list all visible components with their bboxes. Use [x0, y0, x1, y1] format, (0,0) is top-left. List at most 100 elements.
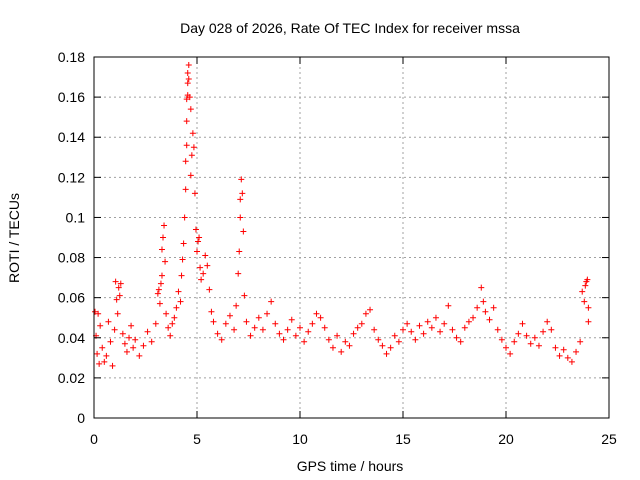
- x-tick-label: 25: [601, 431, 617, 447]
- data-point: [239, 190, 246, 197]
- data-point: [126, 334, 133, 341]
- data-point: [498, 336, 505, 343]
- data-point: [584, 276, 591, 283]
- data-point: [342, 338, 349, 345]
- data-point: [424, 318, 431, 325]
- data-point: [284, 326, 291, 333]
- data-point: [482, 308, 489, 315]
- data-point: [113, 296, 120, 303]
- data-point: [346, 342, 353, 349]
- plot-frame: [93, 56, 610, 419]
- data-point: [581, 298, 588, 305]
- data-point: [523, 332, 530, 339]
- x-axis-label: GPS time / hours: [297, 458, 404, 474]
- data-point: [115, 284, 122, 291]
- data-point: [264, 310, 271, 317]
- data-point: [179, 256, 186, 263]
- data-point: [130, 344, 137, 351]
- x-tick-label: 10: [292, 431, 308, 447]
- data-point: [185, 76, 192, 83]
- data-point: [540, 328, 547, 335]
- data-point: [478, 284, 485, 291]
- data-point: [191, 190, 198, 197]
- data-point: [527, 340, 534, 347]
- data-point: [243, 318, 250, 325]
- data-point: [123, 348, 130, 355]
- data-point: [117, 280, 124, 287]
- data-point: [182, 158, 189, 165]
- data-point: [383, 350, 390, 357]
- data-point: [103, 352, 110, 359]
- grid-lines: [94, 57, 609, 418]
- data-point: [371, 326, 378, 333]
- data-point: [313, 310, 320, 317]
- data-point: [297, 324, 303, 331]
- data-point: [105, 318, 112, 325]
- y-tick-label: 0.02: [58, 370, 85, 386]
- data-point: [480, 298, 487, 305]
- data-point: [180, 240, 187, 247]
- data-point: [163, 310, 170, 317]
- data-point: [556, 352, 563, 359]
- data-point: [152, 320, 159, 327]
- data-point: [375, 336, 382, 343]
- data-point: [531, 334, 538, 341]
- data-point: [158, 246, 165, 253]
- data-point: [188, 152, 195, 159]
- data-point: [573, 348, 580, 355]
- data-point: [157, 280, 164, 287]
- data-point: [494, 326, 501, 333]
- data-point: [128, 322, 135, 329]
- data-point: [92, 308, 99, 315]
- data-point: [247, 332, 254, 339]
- data-point: [387, 344, 394, 351]
- data-point: [503, 344, 509, 351]
- data-point: [178, 272, 185, 279]
- y-tick-label: 0.06: [58, 290, 85, 306]
- data-point: [233, 302, 240, 309]
- data-point: [96, 360, 103, 367]
- data-point: [99, 344, 106, 351]
- y-tick-label: 0.18: [58, 49, 85, 65]
- data-point: [515, 330, 522, 337]
- data-point: [474, 304, 481, 311]
- data-point: [358, 320, 365, 327]
- data-point: [251, 324, 258, 331]
- data-point: [158, 272, 165, 279]
- data-point: [200, 270, 207, 277]
- data-point: [272, 320, 279, 327]
- data-point: [391, 332, 398, 339]
- data-point: [432, 314, 439, 321]
- data-point: [408, 328, 415, 335]
- data-point: [560, 346, 567, 353]
- data-point: [156, 300, 163, 307]
- data-point: [486, 316, 493, 323]
- data-point: [579, 288, 586, 295]
- data-point: [173, 304, 180, 311]
- data-point: [206, 286, 213, 293]
- data-point: [237, 214, 244, 221]
- data-point: [585, 318, 592, 325]
- data-point: [305, 328, 312, 335]
- data-point: [187, 172, 194, 179]
- data-point: [161, 222, 168, 229]
- data-point: [437, 328, 444, 335]
- data-point: [350, 330, 357, 337]
- data-point: [175, 288, 182, 295]
- y-tick-label: 0.04: [58, 330, 85, 346]
- data-point: [507, 350, 514, 357]
- data-point: [218, 336, 225, 343]
- data-point: [182, 186, 189, 193]
- y-tick-label: 0.12: [58, 169, 85, 185]
- data-point: [457, 338, 464, 345]
- data-point: [325, 336, 332, 343]
- data-point: [445, 302, 452, 309]
- data-point: [119, 330, 126, 337]
- data-point: [309, 320, 316, 327]
- x-tick-label: 20: [498, 431, 514, 447]
- data-point: [461, 324, 468, 331]
- data-point: [568, 358, 575, 365]
- data-point: [204, 262, 211, 269]
- data-point: [167, 332, 174, 339]
